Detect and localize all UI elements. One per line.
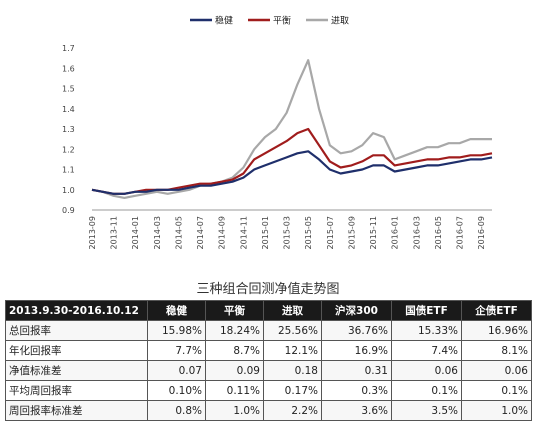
- table-cell: 0.8%: [147, 400, 206, 421]
- table-cell: 0.1%: [391, 380, 462, 401]
- y-tick-label: 1.2: [62, 145, 75, 154]
- table-row: 平均周回报率 0.10% 0.11% 0.17% 0.3% 0.1% 0.1%: [5, 380, 532, 401]
- legend-label-1: 稳健: [215, 15, 233, 27]
- series-line-3: [91, 59, 492, 199]
- series-line-2: [91, 127, 493, 195]
- table-cell: 3.6%: [321, 400, 392, 421]
- table-cell: 0.11%: [205, 380, 264, 401]
- chart-caption: 三种组合回测净值走势图: [196, 282, 340, 297]
- table-cell: 7.4%: [391, 340, 462, 361]
- table-cell: 1.0%: [461, 400, 532, 421]
- x-tick-label: 2016-01: [391, 216, 400, 249]
- table-cell: 36.76%: [321, 320, 392, 341]
- table-header-period: 2013.9.30-2016.10.12: [5, 300, 148, 321]
- table-cell: 12.1%: [263, 340, 322, 361]
- table-cell: 2.2%: [263, 400, 322, 421]
- table-cell: 0.10%: [147, 380, 206, 401]
- table-header-cell: 稳健: [147, 300, 206, 321]
- row-label: 总回报率: [5, 320, 148, 341]
- x-tick-label: 2016-05: [434, 216, 443, 249]
- nav-chart: 0.9 1.0 1.1 1.2 1.3 1.4 1.5 1.6 1.7 2013-09 2013-1…: [62, 15, 493, 249]
- table-cell: 0.31: [321, 360, 392, 381]
- x-tick-label: 2016-07: [456, 216, 465, 249]
- table-cell: 1.0%: [205, 400, 264, 421]
- x-tick-label: 2014-03: [153, 216, 162, 249]
- table-cell: 16.9%: [321, 340, 392, 361]
- y-tick-label: 1.3: [62, 125, 75, 134]
- table-header-row: 2013.9.30-2016.10.12 稳健 平衡 进取 沪深300 国债ET…: [5, 300, 532, 321]
- row-label: 周回报率标准差: [5, 400, 148, 421]
- y-tick-label: 1.7: [62, 44, 75, 53]
- table-cell: 8.1%: [461, 340, 532, 361]
- table-header-cell: 国债ETF: [391, 300, 462, 321]
- legend-label-3: 进取: [331, 16, 349, 27]
- y-tick-label: 1.4: [62, 105, 75, 114]
- table-cell: 0.07: [147, 360, 206, 381]
- table-cell: 0.1%: [461, 380, 532, 401]
- table-cell: 7.7%: [147, 340, 206, 361]
- table-cell: 16.96%: [461, 320, 532, 341]
- x-tick-label: 2015-11: [369, 216, 378, 249]
- x-tick-label: 2015-05: [304, 216, 313, 249]
- table-cell: 3.5%: [391, 400, 462, 421]
- table-row: 年化回报率 7.7% 8.7% 12.1% 16.9% 7.4% 8.1%: [5, 340, 532, 361]
- x-tick-label: 2013-09: [88, 216, 97, 249]
- table-cell: 0.06: [391, 360, 462, 381]
- table-header-cell: 企债ETF: [461, 300, 532, 321]
- y-tick-label: 1.5: [62, 85, 75, 94]
- stats-table: 2013.9.30-2016.10.12 稳健 平衡 进取 沪深300 国债ET…: [5, 300, 532, 421]
- table-cell: 25.56%: [263, 320, 322, 341]
- table-cell: 18.24%: [205, 320, 264, 341]
- table-cell: 0.06: [461, 360, 532, 381]
- x-tick-label: 2016-03: [412, 216, 421, 249]
- table-header-cell: 进取: [263, 300, 322, 321]
- x-tick-label: 2014-09: [218, 216, 227, 249]
- table-row: 周回报率标准差 0.8% 1.0% 2.2% 3.6% 3.5% 1.0%: [5, 400, 532, 421]
- series-line-1: [91, 150, 493, 195]
- table-cell: 0.17%: [263, 380, 322, 401]
- row-label: 年化回报率: [5, 340, 148, 361]
- x-tick-label: 2015-01: [261, 216, 270, 249]
- table-row: 总回报率 15.98% 18.24% 25.56% 36.76% 15.33% …: [5, 320, 532, 341]
- table-header-cell: 平衡: [205, 300, 264, 321]
- table-cell: 8.7%: [205, 340, 264, 361]
- table-header-cell: 沪深300: [321, 300, 392, 321]
- x-tick-label: 2016-09: [477, 216, 486, 249]
- table-cell: 15.98%: [147, 320, 206, 341]
- row-label: 净值标准差: [5, 360, 148, 381]
- table-cell: 0.18: [263, 360, 322, 381]
- table-row: 净值标准差 0.07 0.09 0.18 0.31 0.06 0.06: [5, 360, 532, 381]
- x-tick-label: 2013-11: [110, 216, 119, 249]
- row-label: 平均周回报率: [5, 380, 148, 401]
- x-tick-label: 2015-03: [283, 216, 292, 249]
- x-tick-label: 2014-05: [174, 216, 183, 249]
- x-tick-label: 2014-01: [131, 216, 140, 249]
- y-tick-label: 1.6: [62, 64, 75, 73]
- stats-table-wrap: 2013.9.30-2016.10.12 稳健 平衡 进取 沪深300 国债ET…: [5, 300, 532, 421]
- x-tick-label: 2015-07: [326, 216, 335, 249]
- table-cell: 0.3%: [321, 380, 392, 401]
- x-tick-label: 2014-07: [196, 216, 205, 249]
- table-cell: 0.09: [205, 360, 264, 381]
- x-tick-label: 2015-09: [347, 216, 356, 249]
- table-cell: 15.33%: [391, 320, 462, 341]
- x-tick-label: 2014-11: [239, 216, 248, 249]
- legend-label-2: 平衡: [273, 15, 291, 27]
- y-tick-label: 0.9: [62, 206, 75, 215]
- y-tick-label: 1.0: [62, 186, 75, 195]
- y-tick-label: 1.1: [62, 166, 75, 175]
- chart-svg: 0.9 1.0 1.1 1.2 1.3 1.4 1.5 1.6 1.7 2013-09 2013-1…: [62, 15, 493, 249]
